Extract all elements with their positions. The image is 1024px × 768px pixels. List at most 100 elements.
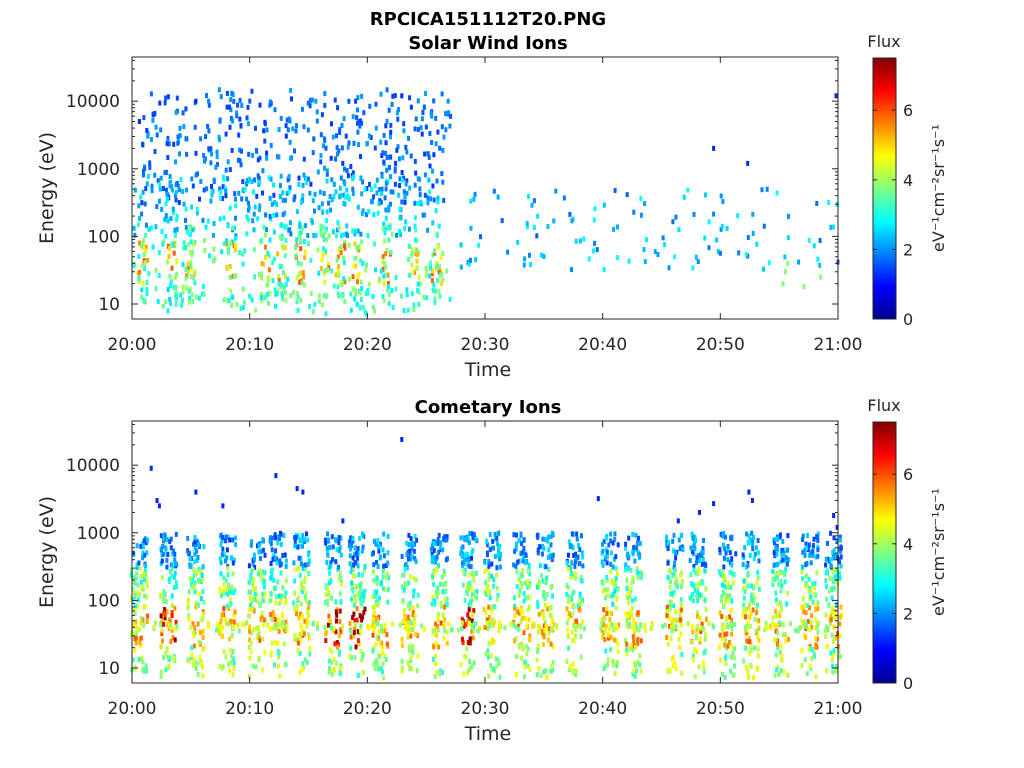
heatmap-cell [277,650,281,656]
heatmap-cell [461,582,465,588]
colorbar-tick-label: 6 [903,101,913,120]
heatmap-cell [673,660,677,666]
heatmap-cell [603,587,607,593]
heatmap-cell [144,248,148,254]
colorbar-units: eV⁻¹cm⁻²sr⁻¹s⁻¹ [929,124,948,252]
heatmap-cell [547,630,551,636]
heatmap-cell [810,656,814,662]
heatmap-cell [527,595,531,601]
heatmap-cell [514,672,518,677]
heatmap-cell [323,537,327,543]
heatmap-cell [187,241,191,247]
heatmap-cell [163,533,167,539]
heatmap-cell [680,670,684,676]
heatmap-cell [470,612,474,617]
heatmap-cell [151,117,155,123]
heatmap-cell [351,615,355,621]
heatmap-cell [219,593,223,598]
heatmap-cell [829,530,832,536]
heatmap-cell [145,287,149,293]
heatmap-cell [139,642,143,648]
heatmap-cell [616,571,619,577]
heatmap-cell [574,238,578,244]
heatmap-cell [201,564,205,570]
heatmap-cell [606,632,610,638]
heatmap-cell [194,150,198,156]
heatmap-cell [360,286,364,291]
heatmap-cell [542,623,546,629]
heatmap-cell [752,600,755,606]
heatmap-cell [227,590,231,595]
heatmap-cell [829,586,833,592]
heatmap-cell [300,106,304,112]
heatmap-cell [448,296,452,302]
heatmap-cell [259,572,263,578]
heatmap-cell [255,592,259,598]
heatmap-cell [755,610,759,616]
heatmap-cell [376,564,380,569]
heatmap-cell [573,571,577,577]
heatmap-cell [487,559,491,565]
heatmap-cell [276,251,280,257]
heatmap-cell [341,293,345,299]
heatmap-cell [257,625,261,631]
heatmap-cell [408,628,411,634]
heatmap-cell [580,574,583,580]
heatmap-cell [686,621,690,626]
heatmap-cell [162,588,166,594]
heatmap-cell [173,240,177,246]
heatmap-cell [133,622,136,628]
heatmap-cell [311,198,315,204]
heatmap-cell [382,297,386,303]
heatmap-cell [741,562,745,567]
heatmap-cell [202,544,206,550]
heatmap-cell [369,134,373,140]
heatmap-cell [503,625,507,631]
heatmap-cell [704,616,708,622]
heatmap-cell [807,542,811,548]
heatmap-cell [192,643,196,649]
heatmap-cell [432,541,436,547]
heatmap-cell [425,267,428,273]
heatmap-cell [175,271,179,277]
heatmap-cell [382,221,386,227]
heatmap-cell [158,186,162,192]
heatmap-cell [163,612,167,618]
heatmap-cell [562,195,566,201]
heatmap-cell [808,663,812,669]
heatmap-cell [228,167,232,173]
heatmap-cell [228,636,232,642]
heatmap-cell [691,582,695,588]
heatmap-cell [366,288,370,294]
heatmap-cell [495,585,499,591]
heatmap-cell [727,580,731,586]
heatmap-cell [520,641,524,647]
heatmap-cell [613,671,617,676]
heatmap-cell [133,261,136,267]
heatmap-cell [295,123,298,129]
heatmap-cell [168,657,172,663]
heatmap-cell [400,293,404,299]
heatmap-cell [679,602,683,608]
heatmap-cell [777,570,781,576]
heatmap-cell [245,214,249,220]
heatmap-cell [260,298,264,304]
heatmap-cell [361,651,365,657]
heatmap-cell [298,651,302,656]
x-tick-label: 20:00 [108,335,157,355]
heatmap-cell [411,612,415,618]
heatmap-cell [828,576,832,582]
heatmap-cell [153,149,157,154]
heatmap-cell [364,291,368,297]
heatmap-cell [173,551,177,557]
heatmap-cell [283,245,287,251]
heatmap-cell [190,645,194,651]
heatmap-cell [681,547,685,553]
heatmap-cell [816,629,820,635]
heatmap-cell [438,145,442,151]
heatmap-cell [359,649,363,655]
heatmap-cell [380,628,383,634]
colorbar-tick-label: 6 [903,465,913,484]
heatmap-cell [272,182,276,188]
heatmap-cell [746,669,750,675]
